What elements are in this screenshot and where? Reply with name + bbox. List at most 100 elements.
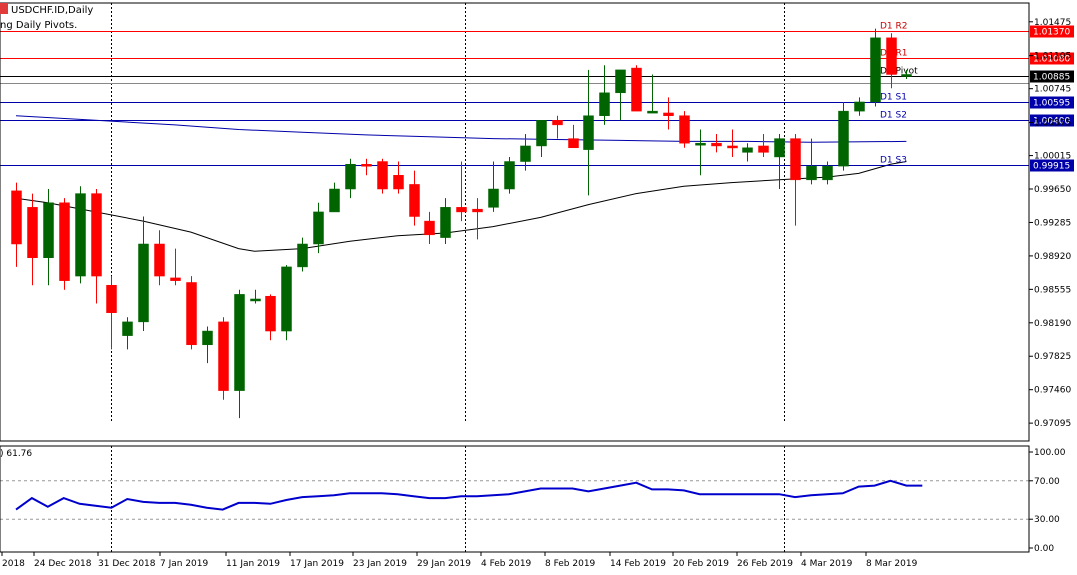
candle[interactable] — [329, 182, 340, 213]
pivot-price-label: 1.01370 — [1033, 28, 1070, 38]
candle[interactable] — [901, 69, 912, 80]
y-tick-label: 0.98555 — [1034, 285, 1071, 295]
candle[interactable] — [345, 158, 356, 199]
candle[interactable] — [297, 237, 308, 272]
candle-body — [552, 120, 563, 126]
candle[interactable] — [440, 198, 451, 244]
candle-body — [218, 321, 229, 391]
candle[interactable] — [361, 158, 372, 176]
pivot-price-tag — [1030, 159, 1074, 172]
x-tick-label: 7 Jan 2019 — [160, 559, 208, 569]
candle[interactable] — [583, 69, 594, 196]
candle[interactable] — [106, 276, 117, 350]
candle[interactable] — [218, 317, 229, 400]
candle[interactable] — [43, 189, 54, 286]
candle[interactable] — [409, 170, 420, 226]
candle[interactable] — [488, 161, 499, 212]
candle[interactable] — [154, 230, 165, 286]
candle[interactable] — [711, 134, 722, 153]
candle[interactable] — [122, 317, 133, 350]
y-tick-label: 0.97095 — [1034, 419, 1071, 429]
candle[interactable] — [854, 97, 865, 116]
y-tick-label: 0.97825 — [1034, 352, 1071, 362]
candle[interactable] — [615, 69, 626, 121]
candle[interactable] — [870, 28, 881, 107]
candle[interactable] — [758, 134, 769, 157]
candle[interactable] — [774, 134, 785, 190]
candle-body — [234, 294, 245, 391]
candle[interactable] — [822, 161, 833, 185]
candle[interactable] — [536, 120, 547, 157]
candle-body — [361, 164, 372, 167]
candle[interactable] — [313, 202, 324, 254]
candle[interactable] — [138, 216, 149, 332]
candle[interactable] — [838, 101, 849, 171]
candle-body — [520, 145, 531, 162]
candle[interactable] — [91, 189, 102, 304]
candle[interactable] — [281, 265, 292, 341]
y-tick-label: 1.00375 — [1034, 119, 1071, 129]
candle[interactable] — [250, 289, 261, 304]
candle[interactable] — [202, 326, 213, 364]
candle[interactable] — [695, 129, 706, 176]
y-tick-label: 0.97460 — [1034, 386, 1071, 396]
candle[interactable] — [631, 65, 642, 112]
candle[interactable] — [552, 115, 563, 139]
candle[interactable] — [520, 134, 531, 171]
candle[interactable] — [647, 74, 658, 114]
candle[interactable] — [186, 276, 197, 350]
candle[interactable] — [75, 186, 86, 284]
pivot-level-name: D1 S1 — [880, 93, 907, 103]
candle[interactable] — [265, 294, 276, 341]
candle[interactable] — [377, 158, 388, 194]
candle[interactable] — [663, 97, 674, 130]
candle-body — [265, 295, 276, 332]
candle[interactable] — [393, 161, 404, 194]
candle-body — [679, 115, 690, 144]
candle[interactable] — [27, 193, 38, 286]
candle-body — [599, 92, 610, 116]
candle-body — [695, 142, 706, 146]
x-tick-label: 11 Jan 2019 — [226, 559, 280, 569]
candle[interactable] — [424, 211, 435, 244]
candle[interactable] — [599, 65, 610, 125]
candle-body — [472, 208, 483, 213]
rsi-label: ) 61.76 — [0, 449, 32, 459]
rsi-panel-frame — [0, 445, 1030, 553]
x-tick-label: 14 Feb 2019 — [610, 559, 666, 569]
candle-body — [536, 120, 547, 147]
candle-body — [758, 145, 769, 153]
pivot-price-tag — [1030, 96, 1074, 109]
candle[interactable] — [11, 182, 22, 267]
y-tick-label: 0.98190 — [1034, 319, 1071, 329]
rsi-y-tick-label: 70.00 — [1034, 477, 1060, 487]
candle[interactable] — [727, 129, 738, 157]
pivot-price-label: 1.01080 — [1033, 55, 1070, 65]
candle[interactable] — [504, 156, 515, 194]
candles-layer — [11, 28, 912, 419]
candle-body — [424, 220, 435, 236]
pivot-level-name: D1 S3 — [880, 156, 907, 166]
pivot-price-tag — [1030, 114, 1074, 127]
candle[interactable] — [456, 161, 467, 222]
pivot-price-label: 0.99915 — [1033, 162, 1070, 172]
candle[interactable] — [790, 134, 801, 226]
pivot-price-label: 1.00595 — [1033, 99, 1070, 109]
candle[interactable] — [679, 111, 690, 148]
indicator-icon — [0, 3, 8, 14]
candle[interactable] — [742, 143, 753, 162]
candle-body — [75, 193, 86, 277]
candle[interactable] — [886, 33, 897, 89]
candle[interactable] — [806, 138, 817, 185]
candle-body — [711, 142, 722, 147]
candle[interactable] — [234, 289, 245, 419]
x-tick-label: 4 Mar 2019 — [801, 559, 853, 569]
candle[interactable] — [170, 248, 181, 286]
candle[interactable] — [59, 198, 70, 290]
candle-body — [647, 110, 658, 114]
candle[interactable] — [472, 198, 483, 240]
moving-average-layer — [15, 115, 907, 252]
candle[interactable] — [568, 124, 579, 149]
